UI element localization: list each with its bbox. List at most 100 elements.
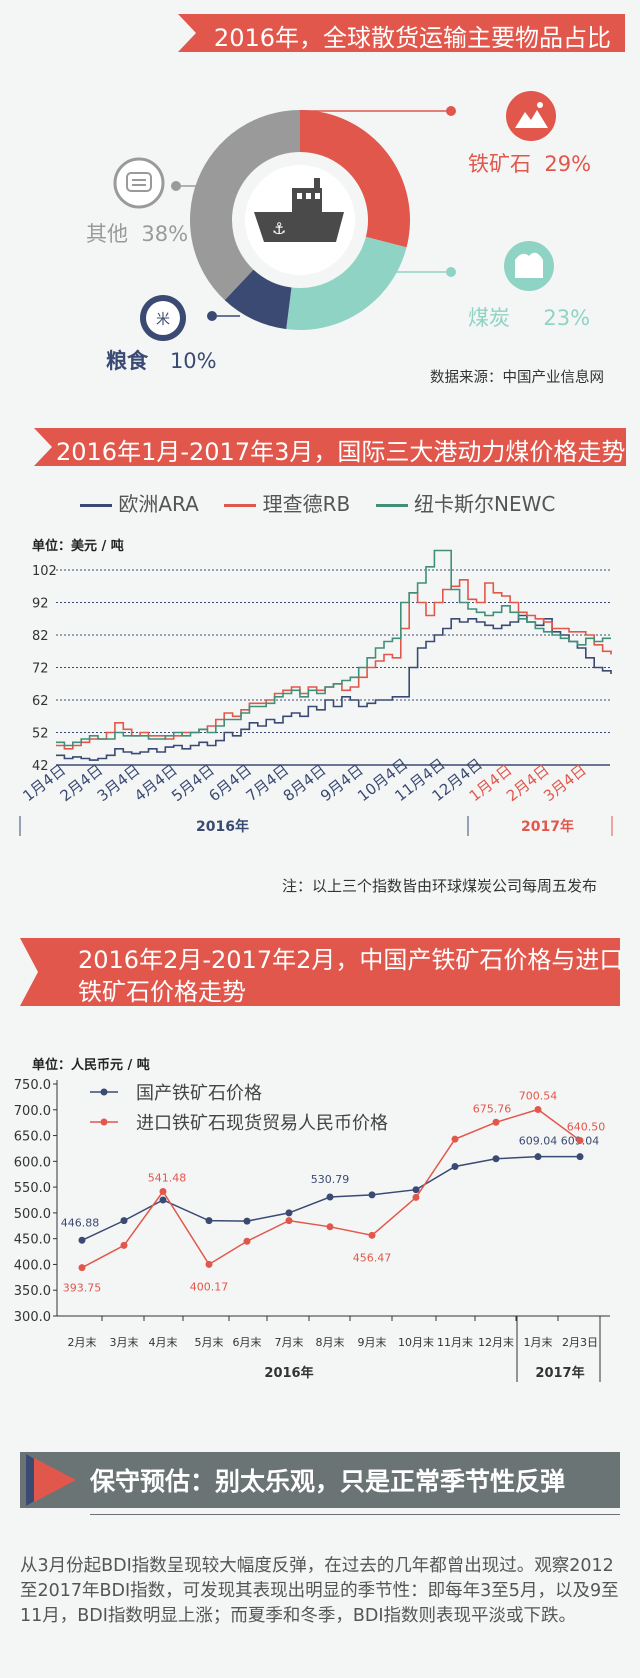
legend-item-newc: 纽卡斯尔NEWC [375, 492, 556, 516]
year-label: 2017年 [535, 1365, 584, 1381]
data-point [285, 1217, 293, 1225]
coal-note: 注：以上三个指数皆由环球煤炭公司每周五发布 [282, 877, 598, 895]
legend-label: 欧洲ARA [118, 492, 199, 516]
ore-chart-title-line1: 2016年2月-2017年2月，中国产铁矿石价格与进口 [78, 946, 624, 974]
leader-coal-dot [446, 267, 456, 277]
data-point [451, 1135, 459, 1143]
slice-label-ore: 铁矿石 29% [468, 148, 591, 178]
donut-title: 2016年，全球散货运输主要物品占比 [213, 24, 611, 52]
legend-label: 国产铁矿石价格 [136, 1083, 262, 1104]
year-label: 2016年 [264, 1365, 313, 1381]
x-tick-label: 8月末 [316, 1335, 345, 1349]
data-point [451, 1162, 459, 1170]
slice-label-grain: 粮食 10% [106, 345, 217, 375]
ore-icon [506, 91, 556, 141]
data-point [368, 1231, 376, 1239]
x-tick-label: 5月末 [195, 1335, 224, 1349]
divider [90, 1514, 620, 1515]
donut-chart: ⚓ [171, 106, 456, 330]
data-point [326, 1193, 334, 1201]
data-point [205, 1217, 213, 1225]
y-tick-label: 92 [32, 597, 49, 612]
leader-ore-dot [446, 106, 456, 116]
play-arrow-icon [26, 1454, 76, 1506]
svg-text:⚓: ⚓ [272, 219, 286, 238]
series-line-1 [56, 579, 612, 750]
series-line-2 [56, 549, 611, 747]
slice-label-coal: 煤炭 23% [468, 302, 590, 332]
y-tick-label: 450.0 [14, 1233, 51, 1248]
data-point [492, 1155, 500, 1163]
conclusion-title: 保守预估：别太乐观，只是正常季节性反弹 [90, 1467, 566, 1496]
legend-item-ara: 欧洲ARA [80, 492, 199, 516]
data-point [120, 1217, 128, 1225]
ore-chart-title-line2: 铁矿石价格走势 [78, 978, 246, 1006]
ship-icon: ⚓ [245, 165, 355, 275]
conclusion-banner: 保守预估：别太乐观，只是正常季节性反弹 [20, 1452, 620, 1508]
data-source: 数据来源：中国产业信息网 [430, 370, 604, 386]
data-point [205, 1260, 213, 1268]
x-tick-label: 3月4日 [540, 761, 590, 805]
coal-price-chart: 4252627282921021月4日2月4日3月4日4月4日5月4日6月4日7… [19, 549, 613, 836]
chat-icon [113, 157, 165, 209]
x-tick-label: 3月末 [110, 1335, 139, 1349]
y-tick-label: 300.0 [14, 1310, 51, 1325]
donut-slice-coal [286, 236, 407, 330]
y-tick-label: 400.0 [14, 1258, 51, 1273]
y-tick-label: 72 [32, 662, 49, 677]
slice-name: 煤炭 [468, 306, 510, 330]
slice-label-other: 其他 38% [86, 218, 188, 248]
data-point [412, 1186, 420, 1194]
legend-label: 纽卡斯尔NEWC [414, 492, 556, 516]
y-tick-label: 350.0 [14, 1284, 51, 1299]
slice-percent: 38% [141, 222, 189, 246]
data-label: 675.76 [473, 1102, 512, 1115]
data-point [78, 1264, 86, 1272]
y-tick-label: 500.0 [14, 1207, 51, 1222]
data-point [120, 1241, 128, 1249]
data-point [326, 1223, 334, 1231]
donut-slice-grain [224, 269, 292, 330]
legend-marker [100, 1088, 108, 1096]
y-tick-label: 42 [32, 759, 49, 774]
y-tick-label: 102 [32, 564, 57, 579]
y-tick-label: 650.0 [14, 1130, 51, 1145]
data-point [412, 1193, 420, 1201]
data-label: 700.54 [519, 1089, 558, 1102]
coal-legend: 欧洲ARA 理查德RB 纽卡斯尔NEWC [80, 488, 555, 517]
donut-slice-other [190, 110, 300, 301]
legend-marker [100, 1118, 108, 1126]
donut-slice-ore [300, 110, 410, 248]
x-tick-label: 1月末 [524, 1335, 553, 1349]
data-label: 530.79 [311, 1173, 350, 1186]
x-tick-label: 10月末 [398, 1335, 434, 1349]
ore-unit-label: 单位：人民币元 / 吨 [32, 1058, 150, 1073]
data-label: 640.50 [567, 1120, 606, 1133]
conclusion-paragraph: 从3月份起BDI指数呈现较大幅度反弹，在过去的几年都曾出现过。观察2012至20… [20, 1556, 619, 1626]
data-label: 456.47 [353, 1251, 392, 1264]
data-point [492, 1118, 500, 1126]
data-label: 393.75 [63, 1282, 102, 1295]
coal-chart-title: 2016年1月-2017年3月，国际三大港动力煤价格走势 [56, 438, 626, 466]
data-label: 400.17 [190, 1280, 229, 1293]
coal-icon [504, 241, 554, 291]
donut-icons: 米 [113, 91, 556, 341]
y-tick-label: 52 [32, 727, 49, 742]
data-point [159, 1188, 167, 1196]
y-tick-label: 550.0 [14, 1181, 51, 1196]
slice-name: 粮食 [106, 349, 148, 373]
x-tick-label: 9月末 [358, 1335, 387, 1349]
slice-name: 其他 [86, 222, 128, 246]
x-tick-label: 11月末 [437, 1335, 473, 1349]
data-point [159, 1196, 167, 1204]
x-tick-label: 12月末 [478, 1335, 514, 1349]
year-label: 2017年 [521, 818, 574, 835]
legend-item-rb: 理查德RB [224, 492, 350, 516]
data-point [576, 1153, 584, 1161]
y-tick-label: 600.0 [14, 1155, 51, 1170]
ore-title-banner: 2016年2月-2017年2月，中国产铁矿石价格与进口 铁矿石价格走势 [20, 938, 620, 1006]
data-point [285, 1209, 293, 1217]
legend-label: 进口铁矿石现货贸易人民币价格 [136, 1113, 388, 1134]
leader-grain-dot [207, 311, 217, 321]
data-point [243, 1237, 251, 1245]
